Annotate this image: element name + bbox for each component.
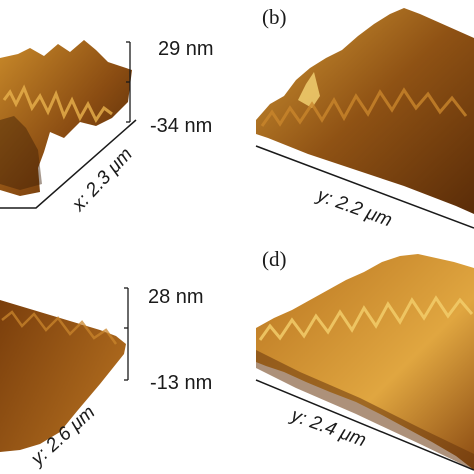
afm-surface-b-highlight bbox=[298, 72, 320, 108]
afm-surface-a-base bbox=[0, 119, 137, 209]
scale-max-c: 28 nm bbox=[148, 286, 204, 308]
axis-label-b: y: 2.2 μm bbox=[312, 184, 394, 231]
afm-surface-d-base bbox=[255, 379, 474, 471]
panel-b: (b) y: 2.2 μm bbox=[255, 5, 474, 231]
afm-surface-c-peaks bbox=[1, 310, 118, 345]
scale-max-a: 29 nm bbox=[158, 38, 214, 60]
panel-label-d: (d) bbox=[262, 247, 287, 271]
axis-label-a: x: 2.3 μm bbox=[68, 144, 137, 216]
scale-min-c: -13 nm bbox=[150, 372, 212, 394]
scale-min-a: -34 nm bbox=[150, 115, 212, 137]
afm-surface-d-peaks bbox=[258, 295, 474, 341]
afm-surface-a bbox=[0, 40, 132, 196]
panel-d: (d) y: 2.4 μm bbox=[255, 247, 474, 471]
afm-surface-d bbox=[256, 254, 474, 470]
afm-surface-a-peaks bbox=[2, 84, 113, 123]
afm-surface-b-base bbox=[255, 145, 474, 229]
afm-surface-d-shadow bbox=[256, 350, 474, 470]
afm-surface-b-peaks bbox=[260, 87, 468, 127]
panel-label-b: (b) bbox=[262, 5, 287, 29]
afm-surface-a-shading bbox=[0, 116, 42, 190]
panel-c: 28 nm -13 nm y: 2.6 μm bbox=[0, 286, 212, 471]
panel-a: 29 nm -34 nm x: 2.3 μm bbox=[0, 38, 214, 216]
